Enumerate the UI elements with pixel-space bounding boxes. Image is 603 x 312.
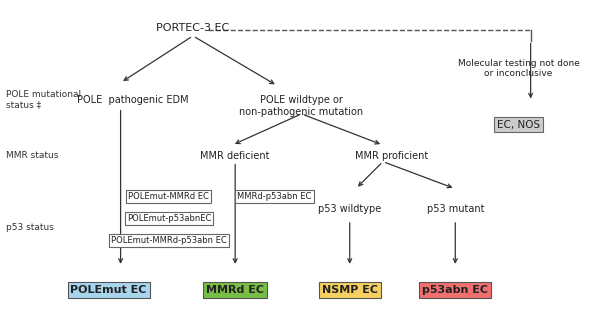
Text: POLE wildtype or
non-pathogenic mutation: POLE wildtype or non-pathogenic mutation	[239, 95, 364, 117]
Text: Molecular testing not done
or inconclusive: Molecular testing not done or inconclusi…	[458, 59, 579, 78]
Text: MMR status: MMR status	[6, 152, 58, 160]
Text: p53 wildtype: p53 wildtype	[318, 204, 381, 214]
Text: POLEmut-p53abnEC: POLEmut-p53abnEC	[127, 214, 211, 223]
Text: MMR deficient: MMR deficient	[200, 151, 270, 161]
Text: POLE mutational
status ‡: POLE mutational status ‡	[6, 90, 81, 110]
Text: POLEmut-MMRd-p53abn EC: POLEmut-MMRd-p53abn EC	[111, 236, 227, 245]
Text: MMR proficient: MMR proficient	[355, 151, 429, 161]
Text: p53 status: p53 status	[6, 223, 54, 232]
Text: MMRd EC: MMRd EC	[206, 285, 264, 295]
Text: POLEmut-MMRd EC: POLEmut-MMRd EC	[128, 192, 209, 201]
Text: POLE  pathogenic EDM: POLE pathogenic EDM	[77, 95, 189, 105]
Text: NSMP EC: NSMP EC	[322, 285, 377, 295]
Text: MMRd-p53abn EC: MMRd-p53abn EC	[237, 192, 312, 201]
Text: EC, NOS: EC, NOS	[497, 120, 540, 130]
Text: PORTEC-3 EC: PORTEC-3 EC	[156, 23, 230, 33]
Text: p53 mutant: p53 mutant	[426, 204, 484, 214]
Text: p53abn EC: p53abn EC	[422, 285, 488, 295]
Text: POLEmut EC: POLEmut EC	[71, 285, 147, 295]
